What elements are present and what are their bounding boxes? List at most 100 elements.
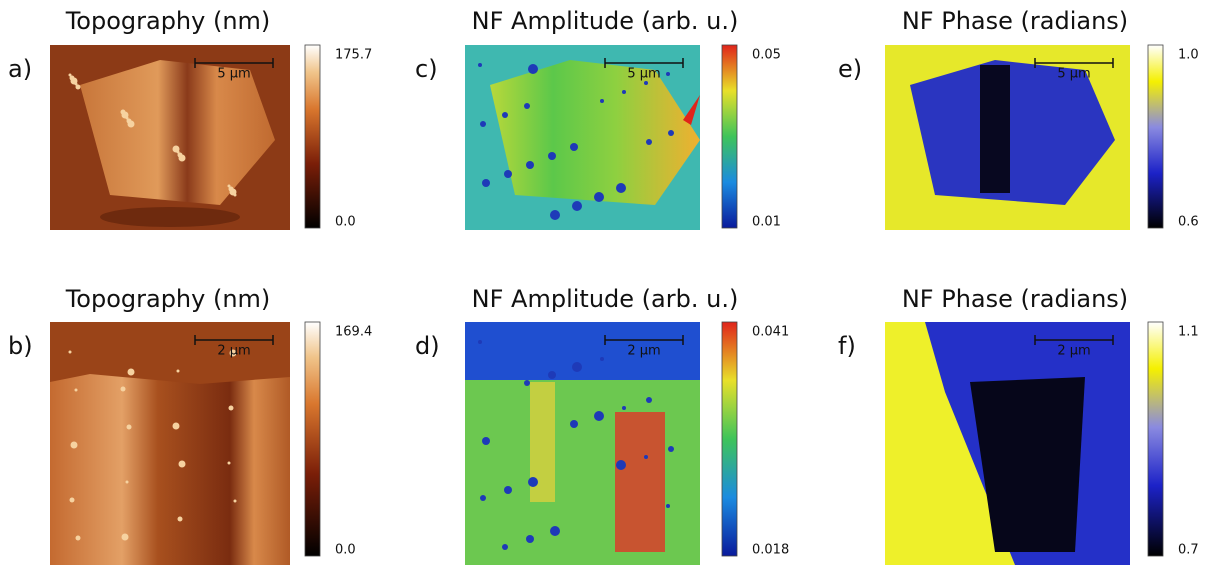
spot	[526, 161, 534, 169]
colorbar-min: 0.6	[1178, 215, 1199, 230]
colorbar-max: 0.041	[752, 325, 789, 340]
panel-title: NF Phase (radians)	[902, 7, 1128, 35]
spot	[570, 143, 578, 151]
particle	[127, 120, 135, 128]
colorbar	[304, 321, 321, 557]
colorbar	[1147, 321, 1164, 557]
colorbar-max: 1.1	[1178, 325, 1199, 340]
spot	[600, 99, 604, 103]
spot	[504, 170, 512, 178]
colorbar-max: 1.0	[1178, 48, 1199, 63]
particle	[74, 388, 78, 392]
spot	[600, 357, 604, 361]
colorbar-min: 0.0	[335, 543, 356, 558]
particle	[121, 533, 129, 541]
spot	[594, 411, 604, 421]
particle	[176, 369, 180, 373]
particle	[233, 193, 237, 197]
particle	[68, 350, 72, 354]
spot	[502, 112, 508, 118]
spot	[524, 103, 530, 109]
spot	[526, 535, 534, 543]
scale-bar-label: 2 µm	[1057, 344, 1090, 359]
scale-bar-label: 5 µm	[217, 67, 250, 82]
panel-title: Topography (nm)	[65, 285, 271, 313]
colorbar-max: 0.05	[752, 48, 781, 63]
spot	[524, 380, 530, 386]
colorbar-min: 0.0	[335, 215, 356, 230]
spot	[504, 486, 512, 494]
particle	[125, 116, 129, 120]
colorbar	[304, 44, 321, 229]
shadow	[100, 207, 240, 227]
colorbar	[1147, 44, 1164, 229]
colorbar-max: 175.7	[335, 48, 372, 63]
spot	[482, 437, 490, 445]
dark-stripe	[980, 65, 1010, 193]
spot	[646, 139, 652, 145]
spot	[528, 477, 538, 487]
panel: f) NF Phase (radians) 2 µm 1.1 0.7	[838, 285, 1199, 565]
flake	[910, 60, 1115, 205]
particle	[68, 73, 72, 77]
particle	[178, 154, 186, 162]
spot	[646, 397, 652, 403]
particle	[233, 499, 237, 503]
panel-label: a)	[8, 55, 32, 83]
particle	[126, 424, 132, 430]
edge-spike	[683, 95, 700, 125]
flake	[80, 60, 275, 205]
particle	[227, 184, 231, 188]
spot	[528, 64, 538, 74]
particle	[69, 497, 75, 503]
spot	[572, 201, 582, 211]
spot	[550, 210, 560, 220]
hot-region	[615, 412, 665, 552]
panel-title: Topography (nm)	[65, 7, 271, 35]
particle	[75, 535, 81, 541]
spot	[480, 121, 486, 127]
scale-bar-label: 2 µm	[217, 344, 250, 359]
spot	[480, 495, 486, 501]
flake	[490, 60, 700, 205]
panel-label: c)	[415, 55, 438, 83]
spot	[548, 152, 556, 160]
colorbar-min: 0.018	[752, 543, 789, 558]
panel-title: NF Phase (radians)	[902, 285, 1128, 313]
colorbar	[721, 321, 738, 557]
spot	[550, 526, 560, 536]
spot	[572, 362, 582, 372]
particle	[120, 386, 126, 392]
particle	[228, 405, 234, 411]
panel-title: NF Amplitude (arb. u.)	[472, 7, 739, 35]
panel-label: d)	[415, 332, 440, 360]
particle	[74, 82, 78, 86]
spot	[622, 406, 626, 410]
particle	[177, 516, 183, 522]
panel-label: e)	[838, 55, 862, 83]
spot	[668, 446, 674, 452]
scale-bar-label: 5 µm	[627, 67, 660, 82]
spot	[644, 81, 648, 85]
particle	[227, 461, 231, 465]
scale-bar-label: 2 µm	[627, 344, 660, 359]
particle	[127, 368, 135, 376]
particle	[176, 150, 180, 154]
spot	[666, 504, 670, 508]
panel: d) NF Amplitude (arb. u.) 2 µm 0.041 0.018	[415, 285, 789, 565]
terrace	[50, 322, 290, 384]
spot	[502, 544, 508, 550]
particle	[70, 441, 78, 449]
panel-title: NF Amplitude (arb. u.)	[472, 285, 739, 313]
spot	[668, 130, 674, 136]
spot	[478, 340, 482, 344]
spot	[666, 72, 670, 76]
spot	[622, 90, 626, 94]
spot	[594, 192, 604, 202]
colorbar-min: 0.7	[1178, 543, 1199, 558]
panel-label: b)	[8, 332, 33, 360]
dark-region	[970, 377, 1085, 552]
upper-region	[465, 322, 700, 380]
spot	[548, 371, 556, 379]
